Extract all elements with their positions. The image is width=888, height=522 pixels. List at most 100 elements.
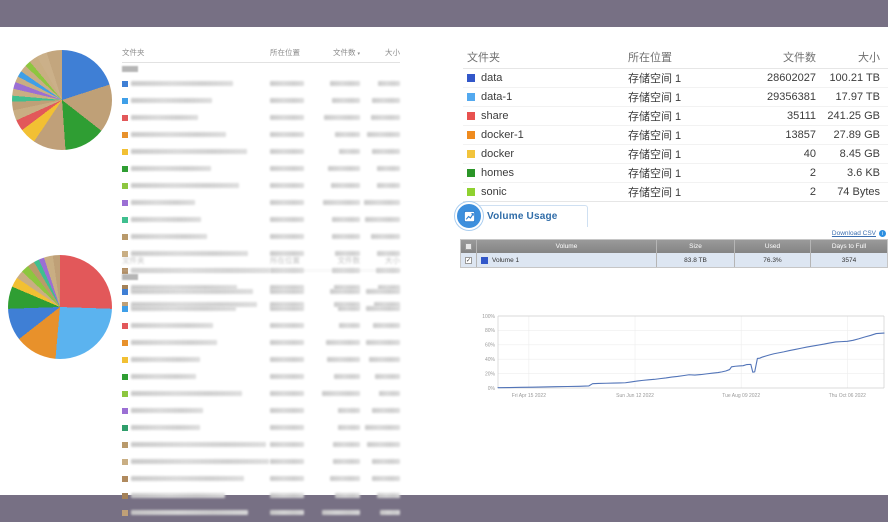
- redacted-text: [270, 493, 304, 498]
- folder-name-cell: [122, 492, 270, 499]
- col-days-to-full[interactable]: Days to Full: [831, 243, 867, 250]
- left-panel: 文件夹 所在位置 文件数 ▾ 大小 文件夹 所在位置 文件数 大小: [0, 27, 420, 516]
- table-row[interactable]: [122, 351, 400, 368]
- redacted-text: [322, 391, 360, 396]
- volume-table-row[interactable]: ✓ Volume 1 83.8 TB 76.3% 3574: [461, 253, 887, 267]
- col-size[interactable]: 大小: [858, 51, 880, 64]
- folder-table-left-bottom[interactable]: 文件夹 所在位置 文件数 大小: [122, 255, 400, 522]
- table-row[interactable]: [122, 296, 400, 313]
- folder-name-cell: share: [463, 110, 628, 122]
- col-volume[interactable]: Volume: [477, 240, 657, 253]
- table-row[interactable]: [122, 211, 400, 228]
- folder-name-cell: [122, 407, 270, 414]
- location-cell: [270, 510, 318, 515]
- table-row[interactable]: [122, 402, 400, 419]
- volume-usage-chart[interactable]: 0% 20% 40% 60% 80% 100% Fri Apr 15 2022 Sun Jun…: [472, 313, 888, 401]
- table-row[interactable]: [122, 177, 400, 194]
- pie-chart-top-wrap: [12, 50, 112, 150]
- col-files[interactable]: 文件数: [337, 256, 361, 265]
- table-row[interactable]: [122, 504, 400, 521]
- col-location[interactable]: 所在位置: [270, 256, 300, 265]
- table-row[interactable]: [122, 228, 400, 245]
- location-cell: [270, 476, 318, 481]
- table-row[interactable]: data 存储空间 1 28602027 100.21 TB: [463, 69, 888, 88]
- redacted-text: [374, 302, 400, 307]
- table-row[interactable]: docker 存储空间 1 40 8.45 GB: [463, 145, 888, 164]
- table-row[interactable]: [122, 334, 400, 351]
- table-row[interactable]: [122, 109, 400, 126]
- info-icon[interactable]: i: [879, 230, 886, 237]
- table-row[interactable]: [122, 436, 400, 453]
- table-row[interactable]: [122, 300, 400, 317]
- col-folder[interactable]: 文件夹: [122, 48, 145, 57]
- col-files[interactable]: 文件数 ▾: [332, 48, 360, 57]
- table-row[interactable]: [122, 245, 400, 262]
- table-row[interactable]: [122, 194, 400, 211]
- table-row[interactable]: [122, 385, 400, 402]
- col-size[interactable]: 大小: [385, 48, 400, 57]
- size-cell: 83.8 TB: [657, 253, 735, 267]
- table-row[interactable]: [122, 470, 400, 487]
- pie-chart-bottom: [8, 255, 112, 359]
- table-row[interactable]: [122, 279, 400, 296]
- color-swatch: [122, 407, 128, 414]
- col-location[interactable]: 所在位置: [628, 51, 672, 64]
- files-cell: 2: [809, 186, 816, 198]
- folder-name-cell: [122, 458, 270, 465]
- color-swatch: [481, 256, 488, 264]
- table-row[interactable]: [122, 487, 400, 504]
- size-cell: [360, 391, 400, 396]
- chart-icon: [455, 202, 483, 230]
- folder-name-cell: [122, 250, 270, 257]
- files-cell: [318, 289, 360, 294]
- location-cell: [270, 285, 318, 290]
- table-header-row: 文件夹 所在位置 文件数 大小: [463, 45, 888, 69]
- redacted-text: [131, 374, 196, 379]
- location-cell: [270, 166, 318, 171]
- volume-table[interactable]: Volume Size Used Days to Full ✓ Volume 1 8…: [460, 239, 888, 268]
- table-row[interactable]: [122, 317, 400, 334]
- redacted-text: [322, 510, 360, 515]
- redacted-text: [131, 302, 257, 307]
- table-row[interactable]: [122, 92, 400, 109]
- col-files[interactable]: 文件数: [783, 51, 816, 64]
- redacted-text: [131, 408, 203, 413]
- col-size[interactable]: 大小: [385, 256, 400, 265]
- table-row[interactable]: share 存储空间 1 35111 241.25 GB: [463, 107, 888, 126]
- table-row[interactable]: [122, 160, 400, 177]
- table-row[interactable]: [122, 143, 400, 160]
- table-row[interactable]: homes 存储空间 1 2 3.6 KB: [463, 164, 888, 183]
- redacted-text: [131, 183, 239, 188]
- location-cell: [270, 289, 318, 294]
- redacted-text: [131, 166, 211, 171]
- table-row[interactable]: [122, 75, 400, 92]
- table-row[interactable]: docker-1 存储空间 1 13857 27.89 GB: [463, 126, 888, 145]
- y-axis-tick: 0%: [488, 386, 496, 392]
- col-location[interactable]: 所在位置: [270, 48, 300, 57]
- col-folder[interactable]: 文件夹: [122, 256, 145, 265]
- files-cell: [318, 149, 360, 154]
- col-used[interactable]: Used: [735, 240, 811, 253]
- folder-table-right[interactable]: 文件夹 所在位置 文件数 大小 data 存储空间 1 28602027 100.21…: [463, 45, 888, 202]
- size-cell: 17.97 TB: [835, 91, 880, 103]
- redacted-text: [380, 510, 400, 515]
- table-row[interactable]: [122, 419, 400, 436]
- location-cell: 存储空间 1: [628, 73, 682, 85]
- select-all-checkbox[interactable]: [461, 240, 477, 253]
- color-swatch: [122, 233, 128, 240]
- table-row[interactable]: [122, 453, 400, 470]
- table-row[interactable]: [122, 126, 400, 143]
- table-row[interactable]: data-1 存储空间 1 29356381 17.97 TB: [463, 88, 888, 107]
- col-size[interactable]: Size: [657, 240, 735, 253]
- redacted-text: [367, 442, 400, 447]
- folder-name-cell: [122, 288, 270, 295]
- table-row[interactable]: [122, 368, 400, 385]
- redacted-text: [270, 302, 304, 307]
- table-row[interactable]: [122, 283, 400, 300]
- size-cell: [360, 289, 400, 294]
- tab-volume-usage[interactable]: Volume Usage: [455, 202, 588, 230]
- row-checkbox[interactable]: ✓: [461, 253, 477, 267]
- download-csv-link[interactable]: Download CSV: [831, 230, 876, 237]
- table-row[interactable]: sonic 存储空间 1 2 74 Bytes: [463, 183, 888, 202]
- col-folder[interactable]: 文件夹: [467, 51, 500, 64]
